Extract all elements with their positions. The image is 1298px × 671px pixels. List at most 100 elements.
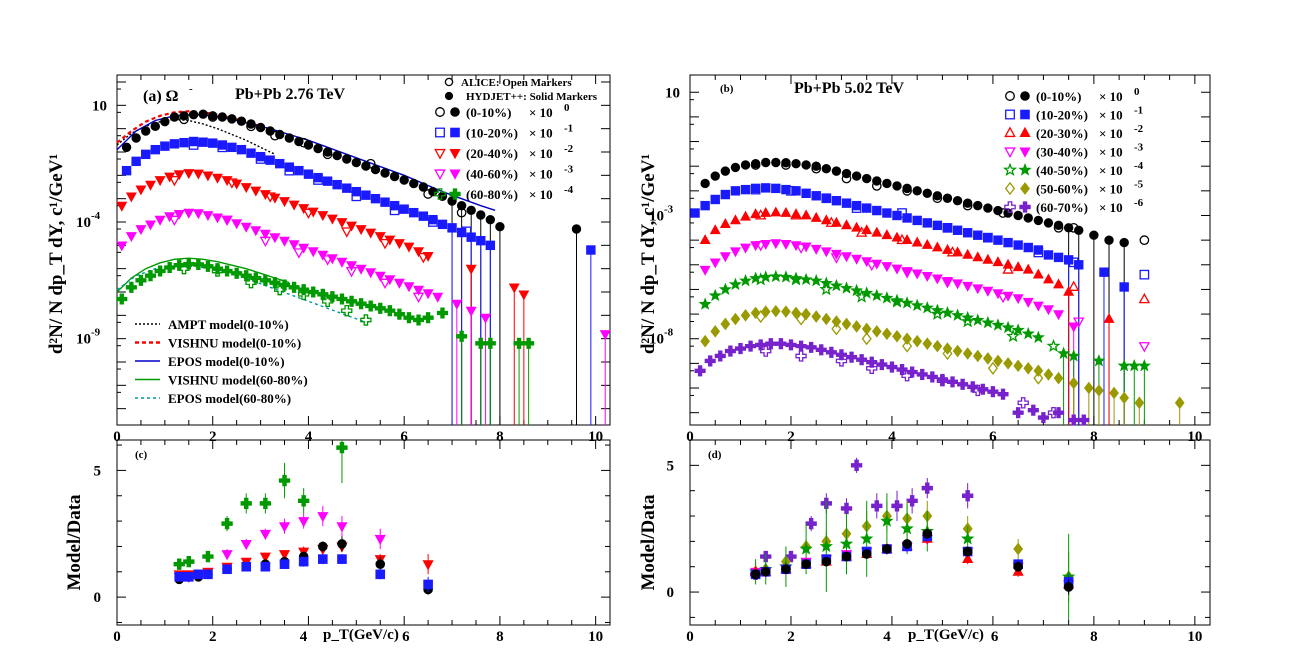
- solid-marker: [993, 235, 1003, 245]
- y-tick-exponent: -8: [664, 327, 674, 339]
- solid-marker: [484, 337, 496, 349]
- legend-scale: × 10: [529, 167, 553, 182]
- legend-open-marker: [434, 188, 446, 200]
- open-marker: [302, 208, 315, 220]
- solid-marker: [523, 337, 535, 349]
- solid-marker: [861, 203, 872, 213]
- open-marker: [321, 255, 334, 266]
- solid-marker: [208, 111, 218, 121]
- solid-marker: [700, 200, 710, 211]
- open-marker: [1138, 342, 1151, 353]
- solid-marker: [418, 211, 429, 221]
- x-tick-label: 10: [1187, 629, 1202, 645]
- series-5: [700, 304, 1185, 425]
- solid-marker: [720, 317, 731, 331]
- ratio-marker: [298, 556, 309, 567]
- legend-scale-exponent: -2: [1134, 123, 1144, 135]
- solid-marker: [961, 310, 975, 324]
- solid-marker: [1137, 358, 1151, 372]
- solid-marker: [269, 193, 281, 204]
- solid-marker: [861, 322, 872, 336]
- solid-marker: [332, 179, 342, 190]
- solid-marker: [361, 190, 371, 200]
- solid-marker: [992, 289, 1004, 300]
- ratio-marker: [183, 555, 195, 568]
- solid-marker: [370, 164, 381, 175]
- solid-marker: [781, 184, 791, 195]
- solid-marker: [1003, 357, 1013, 370]
- ratio-series-5: [750, 531, 1074, 590]
- ratio-marker: [906, 495, 918, 507]
- solid-marker: [916, 368, 928, 381]
- solid-marker: [1031, 330, 1045, 344]
- solid-marker: [761, 183, 771, 193]
- ratio-marker: [805, 517, 817, 530]
- ratio-marker: [801, 559, 811, 569]
- solid-marker: [922, 337, 933, 350]
- solid-marker: [881, 262, 893, 273]
- solid-marker: [221, 215, 233, 226]
- solid-marker: [962, 281, 974, 292]
- open-marker: [1073, 317, 1085, 328]
- solid-marker: [819, 276, 833, 289]
- solid-marker: [1053, 278, 1065, 289]
- legend-scale: × 10: [1099, 108, 1123, 123]
- solid-marker: [972, 284, 984, 295]
- ratio-marker: [298, 495, 310, 507]
- solid-marker: [750, 208, 762, 219]
- solid-marker: [993, 205, 1003, 216]
- legend-scale: × 10: [529, 105, 553, 120]
- legend-open-markers: ALICE: Open Markers: [461, 77, 572, 89]
- ratio-marker: [423, 579, 433, 590]
- solid-marker: [942, 243, 953, 254]
- solid-marker: [765, 338, 777, 350]
- model-legend-label: EPOS model(60-80%): [168, 391, 291, 406]
- ratio-marker: [921, 482, 933, 494]
- solid-marker: [770, 239, 782, 250]
- solid-marker: [198, 109, 208, 119]
- solid-marker: [690, 208, 700, 218]
- solid-marker: [466, 232, 476, 242]
- open-marker: [1139, 269, 1150, 280]
- solid-marker: [202, 260, 214, 272]
- solid-marker: [740, 184, 751, 195]
- legend-entry-label: (60-80%): [466, 187, 518, 202]
- y-tick-label: 10: [649, 332, 664, 348]
- solid-marker: [476, 210, 486, 220]
- solid-marker: [413, 285, 425, 296]
- solid-marker: [476, 235, 486, 246]
- solid-marker: [1068, 376, 1079, 390]
- solid-marker: [700, 334, 710, 348]
- x-tick-label: 4: [300, 629, 308, 645]
- solid-marker: [902, 183, 912, 194]
- y-tick-label: 0: [94, 590, 102, 606]
- solid-marker: [240, 270, 252, 282]
- legend-scale-exponent: -2: [564, 143, 574, 155]
- solid-marker: [831, 166, 842, 176]
- solid-marker: [892, 329, 902, 343]
- panel-label: (c): [135, 449, 148, 461]
- solid-marker: [902, 213, 912, 223]
- x-tick-label: 6: [991, 629, 999, 645]
- legend-open-marker: [435, 127, 445, 138]
- solid-marker: [231, 267, 243, 279]
- solid-marker: [336, 293, 348, 305]
- solid-marker: [409, 178, 419, 189]
- ratio-marker: [174, 572, 185, 582]
- ratio-marker: [259, 529, 271, 540]
- solid-marker: [183, 169, 195, 180]
- solid-marker: [125, 232, 137, 243]
- solid-marker: [236, 144, 247, 155]
- solid-marker: [790, 208, 802, 219]
- ratio-marker: [375, 559, 386, 569]
- solid-marker: [972, 349, 983, 363]
- x-tick-label: 2: [209, 629, 217, 645]
- ratio-marker: [337, 539, 347, 549]
- solid-marker: [179, 137, 189, 148]
- ratio-marker: [336, 441, 348, 454]
- panel-label: (b): [720, 83, 734, 95]
- model-legend-label: VISHNU model(60-80%): [168, 373, 308, 388]
- solid-marker: [740, 243, 751, 254]
- legend-entry-label: (10-20%): [466, 126, 518, 141]
- legend-entry-label: (20-30%): [1036, 126, 1088, 141]
